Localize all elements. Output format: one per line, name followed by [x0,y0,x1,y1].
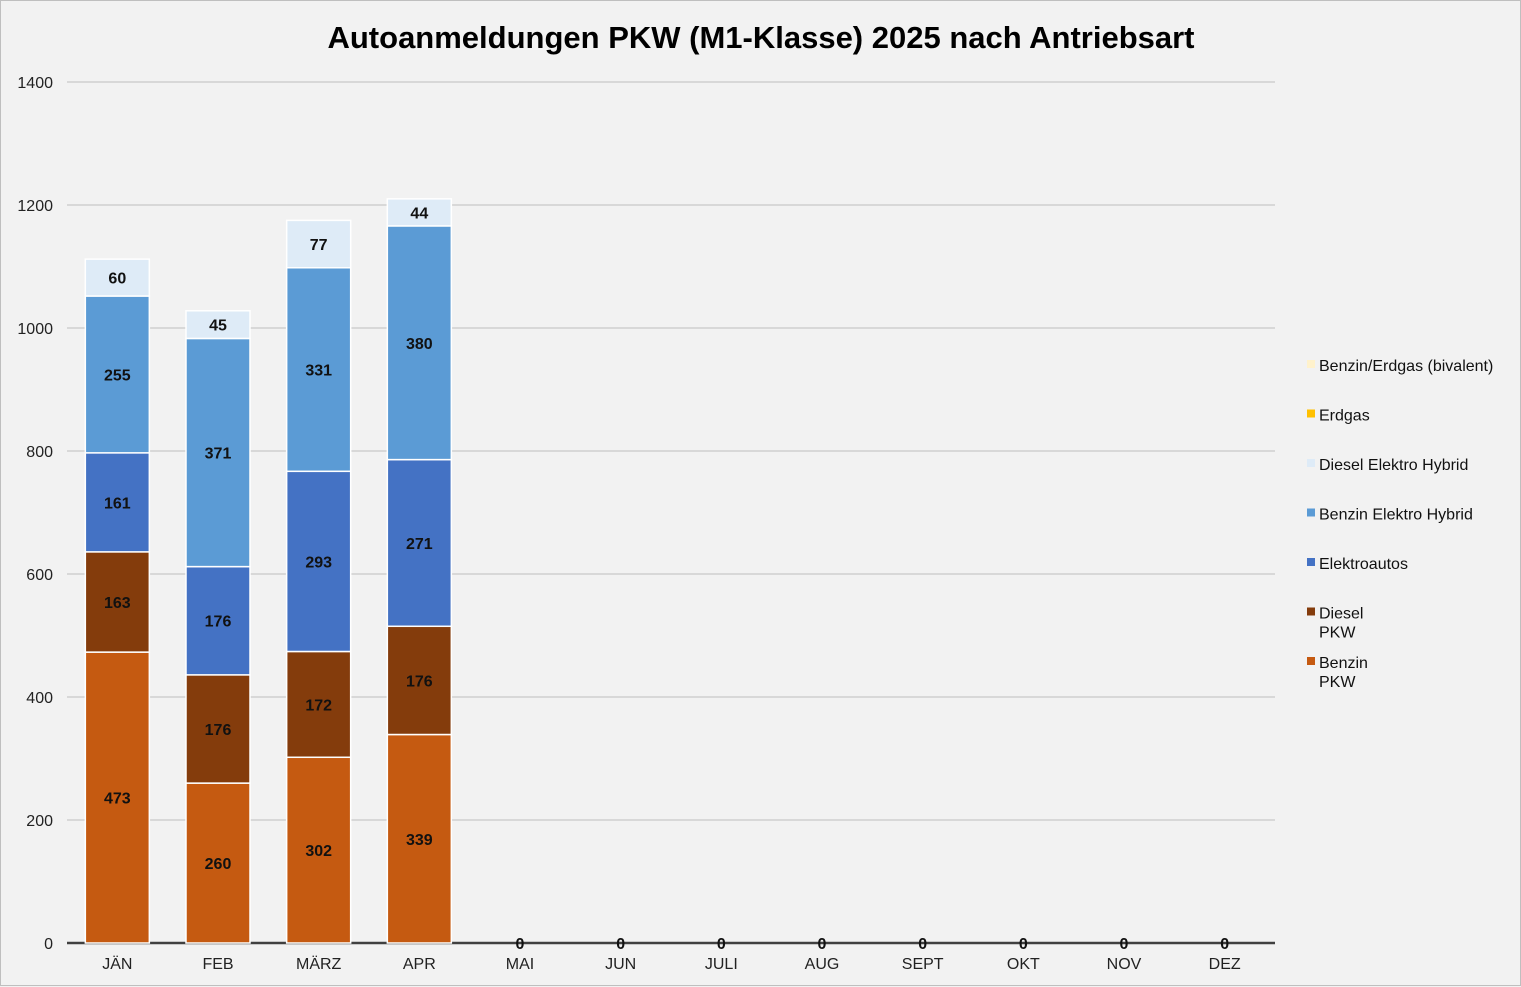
y-tick-label: 800 [26,444,53,461]
legend-swatch [1307,459,1315,467]
bar-segment [386,458,453,628]
x-tick-label: AUG [805,956,840,973]
data-label: 176 [406,673,433,690]
bar-segment [84,452,151,553]
bar-segment [84,651,151,944]
legend-swatch [1307,508,1315,517]
legend-label: Benzin Elektro Hybrid [1319,507,1473,524]
data-label: 0 [1120,936,1129,953]
data-label: 0 [616,936,625,953]
data-label: 77 [310,237,328,254]
legend-label: PKW [1319,625,1356,642]
legend-label: Benzin/Erdgas (bivalent) [1319,358,1493,375]
data-label: 0 [818,936,827,953]
legend: Benzin/Erdgas (bivalent) Erdgas Diesel Ele… [1307,358,1493,691]
bar-segment [84,295,151,454]
legend-label: Diesel Elektro Hybrid [1319,457,1468,474]
y-tick-label: 1000 [17,321,53,338]
y-tick-label: 1400 [17,75,53,92]
data-label: 473 [104,791,131,808]
y-tick-label: 0 [44,936,53,953]
bar-segment [285,650,352,759]
legend-swatch [1307,360,1315,368]
legend-label: Benzin [1319,655,1368,672]
y-axis-tick-labels: 0 200 400 600 800 1000 1200 1400 [17,75,53,953]
x-tick-label: OKT [1007,956,1040,973]
data-label: 255 [104,367,131,384]
bar-segment [84,258,151,297]
data-label: 45 [209,318,227,335]
data-label: 172 [305,697,332,714]
bar-segment [285,470,352,653]
legend-swatch [1307,558,1315,566]
bar-segment [285,219,352,269]
legend-swatch [1307,657,1315,665]
data-label: 0 [1019,936,1028,953]
data-label: 331 [305,363,332,380]
y-tick-label: 1200 [17,198,53,215]
bar-segment [386,198,453,227]
x-tick-label: MÄRZ [296,955,342,973]
x-tick-label: JULI [705,956,738,973]
data-label: 371 [205,446,232,463]
bar-segment [185,310,251,340]
data-label: 176 [205,614,232,631]
legend-label: Elektroautos [1319,556,1408,573]
bars [84,198,453,944]
data-label: 380 [406,336,433,353]
chart-title: Autoanmeldungen PKW (M1-Klasse) 2025 nac… [327,20,1194,55]
bar-segment [386,225,453,461]
data-label: 163 [104,595,131,612]
data-label: 0 [1220,936,1229,953]
y-tick-label: 400 [26,690,53,707]
bar-segment [386,625,453,736]
x-tick-label: APR [403,956,436,973]
data-label: 161 [104,495,131,512]
x-axis-tick-labels: JÄN FEB MÄRZ APR MAI JUN JULI AUG SEPT OKT NOV DEZ [102,955,1241,973]
data-label: 0 [918,936,927,953]
legend-label: PKW [1319,674,1356,691]
data-label: 302 [305,843,332,860]
x-tick-label: DEZ [1209,956,1241,973]
legend-swatch [1307,409,1315,418]
data-label: 60 [108,271,126,288]
data-label: 293 [305,554,332,571]
x-tick-label: MAI [506,956,534,973]
bar-segment [185,565,251,676]
x-tick-label: JUN [605,956,636,973]
data-label: 260 [205,856,232,873]
x-tick-label: FEB [202,956,233,973]
y-tick-label: 600 [26,567,53,584]
bar-segment [185,337,251,568]
data-label: 339 [406,832,433,849]
legend-swatch [1307,607,1315,616]
data-label: 176 [205,722,232,739]
y-tick-label: 200 [26,813,53,830]
data-label: 0 [516,936,525,953]
data-label: 44 [410,205,428,222]
x-tick-label: NOV [1107,956,1142,973]
bar-segment [84,551,151,653]
gridlines [67,81,1275,945]
bar-segment [285,756,352,944]
x-tick-label: SEPT [902,956,944,973]
x-tick-label: JÄN [102,955,132,973]
data-label: 271 [406,536,433,553]
data-labels: 473 163 161 255 60 260 176 176 371 45 302 172 293 331… [104,205,1229,953]
data-label: 0 [717,936,726,953]
legend-label: Erdgas [1319,408,1370,425]
legend-label: Diesel [1319,606,1363,623]
